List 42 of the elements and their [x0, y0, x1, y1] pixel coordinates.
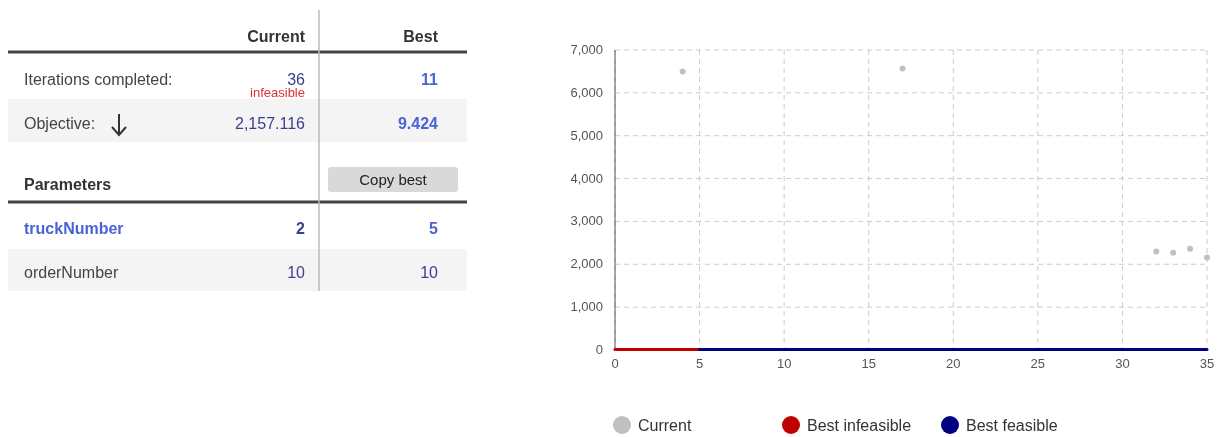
x-tick-label: 10 [776, 356, 792, 371]
text: Parameters [24, 176, 112, 193]
y-tick-label: 7,000 [570, 42, 603, 57]
x-tick-label: 20 [946, 356, 961, 371]
y-tick-label: 5,000 [570, 127, 603, 143]
text: 2,157.116 [235, 115, 305, 132]
x-tick-label: 25 [1030, 356, 1046, 371]
y-tick-label: 0 [595, 342, 603, 357]
category-label: truckNumber [24, 220, 124, 237]
x-tick-label: 35 [1199, 356, 1215, 371]
point [1170, 249, 1177, 256]
text: 36 [287, 71, 305, 88]
legend-label: Best feasible [966, 417, 1058, 434]
category-label: orderNumber [24, 264, 119, 281]
text: 10 [287, 264, 305, 281]
point [1153, 248, 1160, 255]
text: 5 [429, 220, 438, 237]
category-label: Objective: [24, 115, 96, 132]
text: 2 [296, 220, 305, 237]
legend-label: Current [638, 417, 692, 434]
point [679, 68, 686, 75]
category-label: Iterations completed: [24, 71, 173, 88]
point [1204, 254, 1210, 261]
legend-label: Best infeasible [807, 417, 912, 434]
y-tick-label: 2,000 [570, 256, 603, 272]
text: 10 [420, 264, 438, 281]
text: infeasible [250, 85, 305, 100]
x-tick-label: 15 [861, 356, 876, 371]
y-tick-label: 1,000 [570, 299, 603, 315]
x-tick-label: 5 [695, 356, 704, 371]
point [1187, 245, 1194, 252]
category-label: Current [247, 28, 306, 45]
y-tick-label: 3,000 [570, 213, 603, 229]
copy-best-button: Copy best [328, 167, 458, 192]
text: 11 [421, 71, 438, 88]
point [899, 65, 906, 72]
x-tick-label: 0 [611, 356, 619, 371]
category-label: Best [403, 28, 439, 45]
y-tick-label: 6,000 [570, 84, 603, 100]
y-tick-label: 4,000 [570, 170, 603, 186]
x-tick-label: 30 [1115, 356, 1130, 371]
text: 9.424 [397, 115, 438, 132]
